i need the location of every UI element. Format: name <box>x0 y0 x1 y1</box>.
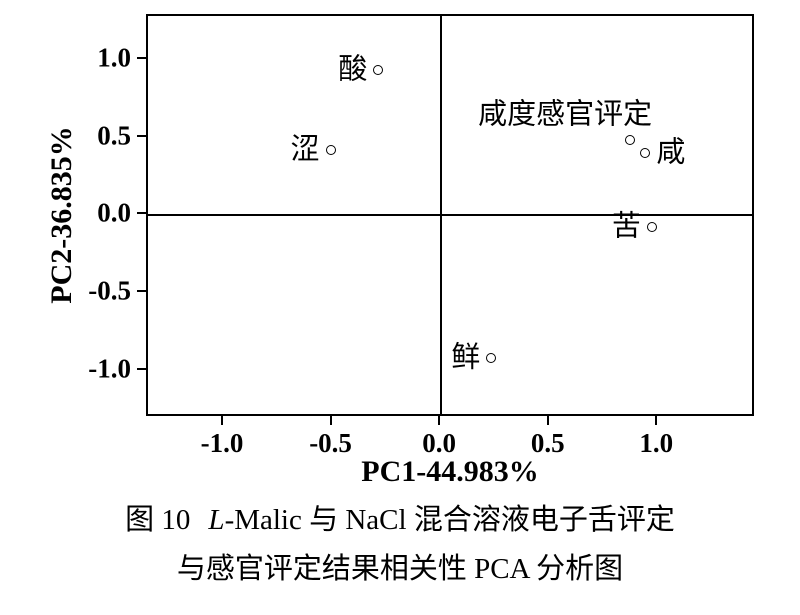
y-axis-label: PC2-36.835% <box>45 126 78 304</box>
data-point-marker <box>625 135 636 146</box>
plot-area <box>146 14 754 416</box>
chart-annotation: 咸度感官评定 <box>478 98 653 131</box>
data-point-marker <box>373 65 384 76</box>
x-axis-tick <box>438 416 441 425</box>
caption-line-1: 图 10 L-Malic 与 NaCl 混合溶液电子舌评定 <box>0 506 800 535</box>
x-axis-tick-label: -0.5 <box>309 428 352 458</box>
data-point-marker <box>646 222 657 233</box>
x-axis-tick-label: 0.5 <box>530 428 565 458</box>
caption-line-1-text: -Malic 与 NaCl 混合溶液电子舌评定 <box>224 504 675 536</box>
x-axis-label: PC1-44.983% <box>361 455 539 488</box>
figure-caption: 图 10 L-Malic 与 NaCl 混合溶液电子舌评定 与感官评定结果相关性 … <box>0 506 800 604</box>
zero-horizontal-line <box>148 214 752 217</box>
x-axis-tick-label: -1.0 <box>200 428 244 458</box>
y-axis-tick-label: 1.0 <box>97 42 131 73</box>
caption-italic-l: L <box>208 504 225 536</box>
data-point-marker <box>640 147 651 158</box>
y-axis-tick-label: -0.5 <box>88 275 131 306</box>
y-axis-tick <box>137 56 146 59</box>
y-axis-tick-label: -1.0 <box>88 353 131 384</box>
data-point-marker <box>325 144 336 155</box>
y-axis-tick <box>137 290 146 293</box>
y-axis-tick-label: 0.5 <box>97 120 131 151</box>
data-point-label: 咸 <box>656 136 686 169</box>
x-axis-tick-label: 0.0 <box>422 428 457 458</box>
x-axis-tick <box>655 416 658 425</box>
data-point-label: 苦 <box>611 210 641 243</box>
figure-number: 图 10 <box>125 504 191 536</box>
data-point-label: 鲜 <box>451 341 481 374</box>
y-axis-tick <box>137 134 146 137</box>
y-axis-tick-label: 0.0 <box>97 197 131 228</box>
y-axis-tick <box>137 212 146 215</box>
x-axis-tick <box>546 416 549 425</box>
data-point-label: 涩 <box>290 133 320 166</box>
x-axis-tick <box>221 416 223 425</box>
x-axis-tick <box>329 416 332 425</box>
x-axis-tick-label: 1.0 <box>639 428 674 458</box>
data-point-label: 酸 <box>338 53 368 86</box>
data-point-marker <box>486 353 497 364</box>
caption-line-2: 与感官评定结果相关性 PCA 分析图 <box>176 553 624 585</box>
y-axis-tick <box>137 368 146 371</box>
